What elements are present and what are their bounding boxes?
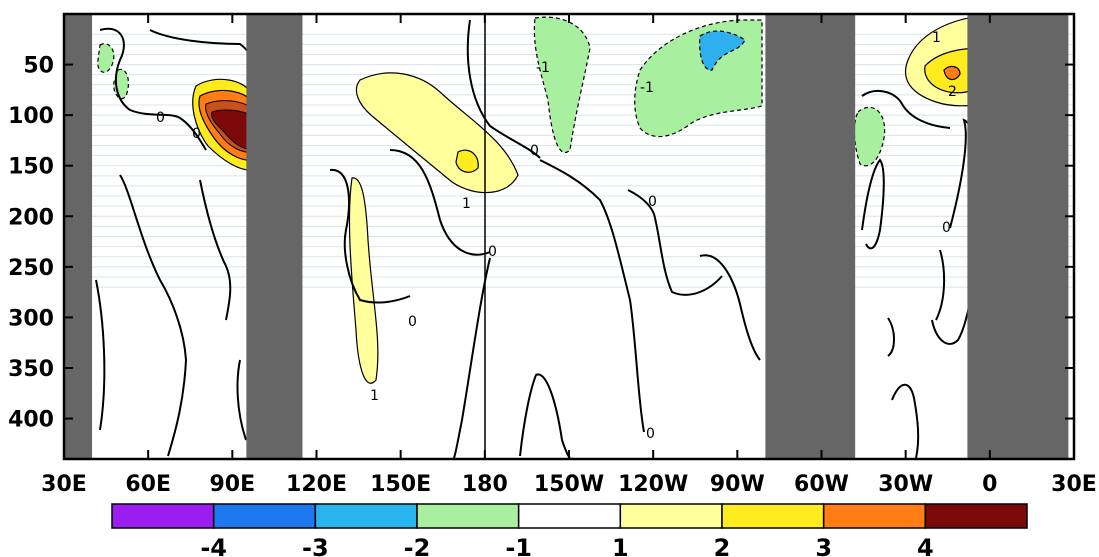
contour-line [329,168,411,304]
positive-region [455,149,479,173]
x-tick-label: 180 [462,472,508,497]
y-tick-label: 400 [8,408,54,433]
land-mask [64,14,1069,459]
contour-line [95,279,106,431]
positive-region [348,177,379,384]
mask-band [765,14,856,459]
colorbar-swatch [721,503,825,529]
colorbar: -4 -3 -2 -1 1 2 3 4 [111,503,1028,557]
y-tick-label: 250 [8,256,54,281]
positive-region [943,65,961,81]
contour-line [119,174,188,457]
x-tick-label: 90E [210,472,256,497]
contour-label: 0 [408,314,417,330]
x-tick-label: 120W [618,472,688,497]
x-tick-label: 150E [370,472,431,497]
negative-region [699,30,746,71]
contour-label: 0 [192,126,201,142]
contour-line [891,383,920,459]
colorbar-label: 4 [917,534,934,557]
contour-line [627,189,723,296]
negative-region [97,43,115,73]
colorbar-label: 3 [815,534,832,557]
contour-line [699,254,761,361]
contour-line [199,179,232,321]
colorbar-swatch [111,503,215,529]
x-tick-label: 150W [534,472,604,497]
contour-line [466,19,541,159]
y-tick-label: 200 [8,205,54,230]
contour-label: 0 [942,220,951,236]
contour-label: 0 [646,426,655,442]
contour-label: -1 [536,60,550,76]
colorbar-swatch [212,503,317,529]
mask-band [64,14,93,459]
colorbar-swatch [924,503,1028,529]
x-tick-label: 30W [878,472,933,497]
contour-line [887,317,895,357]
contour-label: 1 [462,196,471,212]
x-axis: 30E 60E 90E 120E 150E 180 150W 120W 90W 60W 30W 0 30… [41,14,1097,497]
colorbar-label: -2 [404,534,431,557]
contour-line [453,257,491,459]
contour-label: 1 [370,388,379,404]
contour-line [861,89,951,129]
x-tick-label: 60W [794,472,849,497]
colorbar-label: -4 [200,534,227,557]
colorbar-swatch [416,503,520,529]
colorbar-swatch [822,503,927,529]
colorbar-label: 2 [714,534,731,557]
contour-line [861,158,885,250]
y-tick-label: 350 [8,357,54,382]
colorbar-swatch [314,503,418,529]
y-tick-label: 300 [8,306,54,331]
y-tick-label: 50 [23,54,54,79]
colorbar-swatch [619,503,723,529]
contour-label: 2 [948,84,957,100]
y-tick-label: 100 [8,104,54,129]
colorbar-label: -1 [505,534,532,557]
contour-line [236,359,247,441]
contour-line [99,27,207,151]
x-tick-label: 30E [1051,472,1097,497]
negative-region [533,16,591,153]
zero-contours [95,19,982,459]
colorbar-label: -3 [302,534,329,557]
contour-line [539,159,645,433]
contour-label: 1 [932,30,941,46]
contour-label: 0 [530,143,539,159]
x-tick-label: 60E [125,472,171,497]
positive-region [211,109,255,151]
contour-label: 0 [488,244,497,260]
mask-band [967,14,1069,459]
x-tick-label: 30E [41,472,87,497]
x-tick-label: 0 [982,472,997,497]
x-tick-label: 120E [286,472,347,497]
colorbar-label: 1 [612,534,629,557]
contour-label: 0 [156,110,165,126]
contour-label: 0 [648,194,657,210]
contour-labels: 0 0 0 0 0 0 0 0 1 1 1 2 -1 -1 [156,30,957,442]
x-tick-label: 90W [710,472,765,497]
colorbar-swatch [517,503,622,529]
mask-band [246,14,303,459]
contour-line [519,373,571,459]
contour-line [389,149,491,256]
y-tick-label: 150 [8,155,54,180]
contour-label: -1 [640,80,654,96]
contour-line [935,249,946,321]
